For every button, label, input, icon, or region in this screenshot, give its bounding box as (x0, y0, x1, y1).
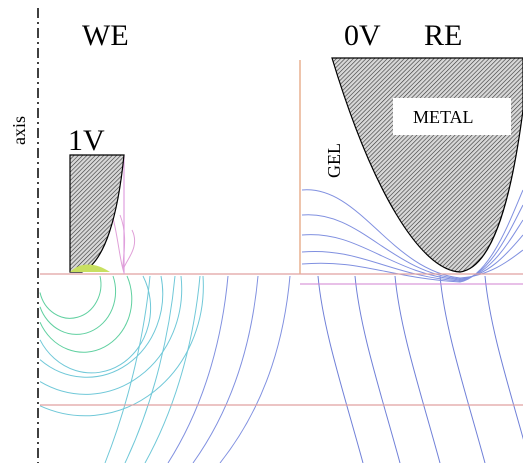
metal-label: METAL (413, 107, 474, 127)
contour-line (355, 276, 400, 463)
axis-label: axis (9, 116, 29, 145)
contour-line (124, 230, 135, 272)
contour-line (168, 276, 228, 463)
we-label: WE (82, 19, 129, 52)
gel-label: GEL (324, 143, 344, 178)
contour-line (318, 276, 363, 463)
contour-line (40, 276, 151, 373)
contour-line (40, 276, 116, 334)
re-label: RE (424, 19, 462, 52)
contour-line (485, 276, 523, 463)
contour-line (40, 276, 182, 394)
contour-line (395, 276, 440, 463)
working-electrode (70, 155, 124, 272)
contour-line (193, 276, 258, 463)
contour-line (125, 276, 175, 463)
contour-line (145, 276, 200, 463)
voltage-label: 1V (68, 124, 105, 157)
voltage-label: 0V (344, 19, 381, 52)
contour-line (40, 276, 203, 416)
contour-line (440, 276, 485, 463)
reference-electrode (332, 58, 523, 272)
contour-line (40, 276, 101, 318)
figure: WE 0V RE 1V METAL axis GEL (0, 0, 523, 463)
